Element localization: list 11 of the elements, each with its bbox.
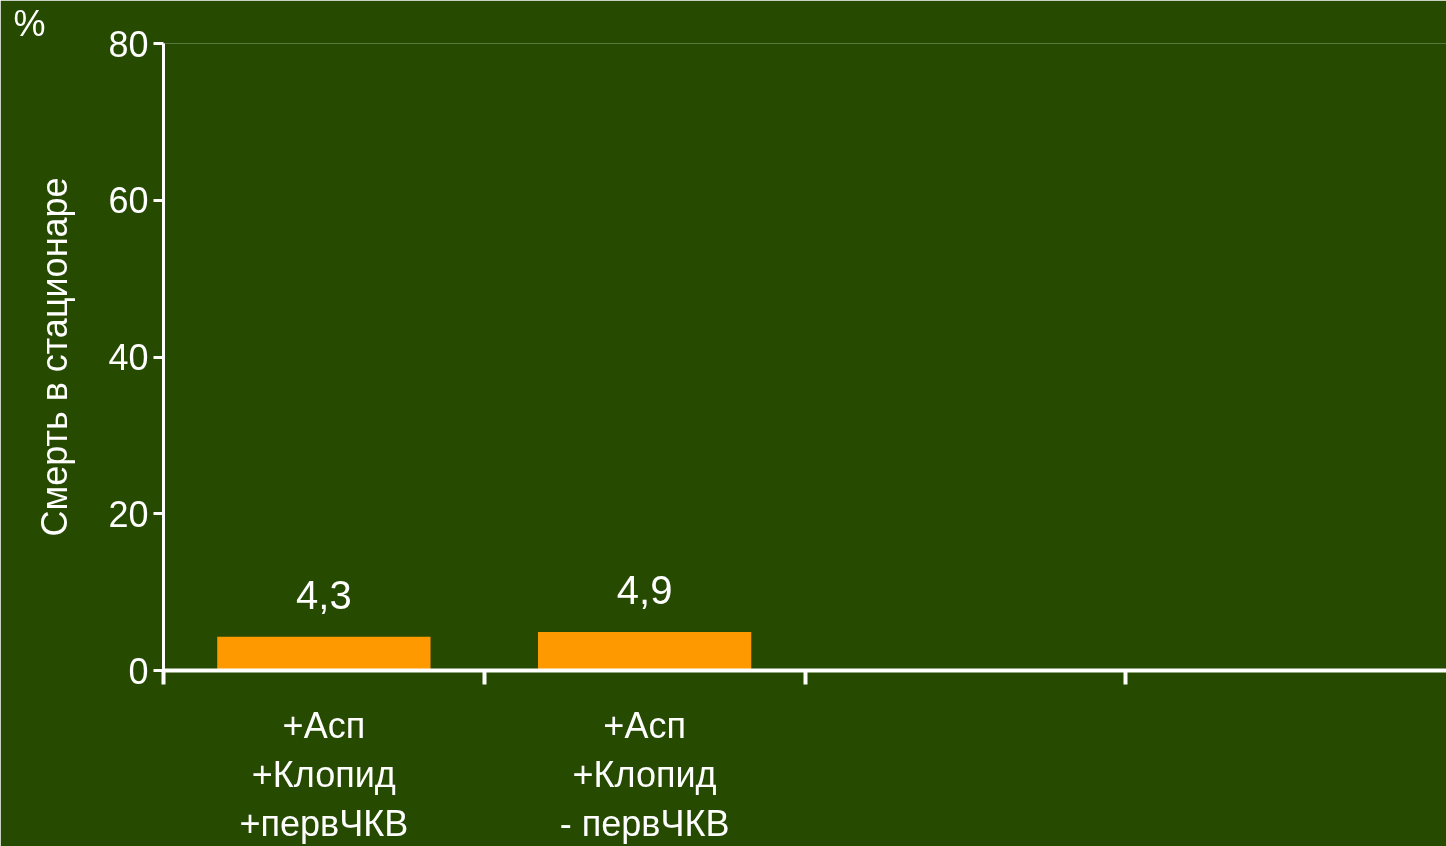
text: % — [13, 2, 46, 44]
y-tick-label: 60 — [108, 180, 149, 222]
y-tick-label: 20 — [108, 493, 149, 535]
data-label: 4,3 — [296, 572, 352, 617]
data-label: 4,9 — [616, 568, 673, 613]
y-tick-label: 80 — [108, 23, 149, 65]
x-tick-label: +Асп +Клопид +первЧКВ — [239, 704, 409, 844]
x-tick-label: +Асп +Клопид - первЧКВ — [559, 704, 730, 844]
y-tick-label: 0 — [128, 650, 149, 692]
y-tick-label: 40 — [108, 337, 149, 378]
y-axis-title: Смерть в стационаре — [34, 177, 76, 537]
